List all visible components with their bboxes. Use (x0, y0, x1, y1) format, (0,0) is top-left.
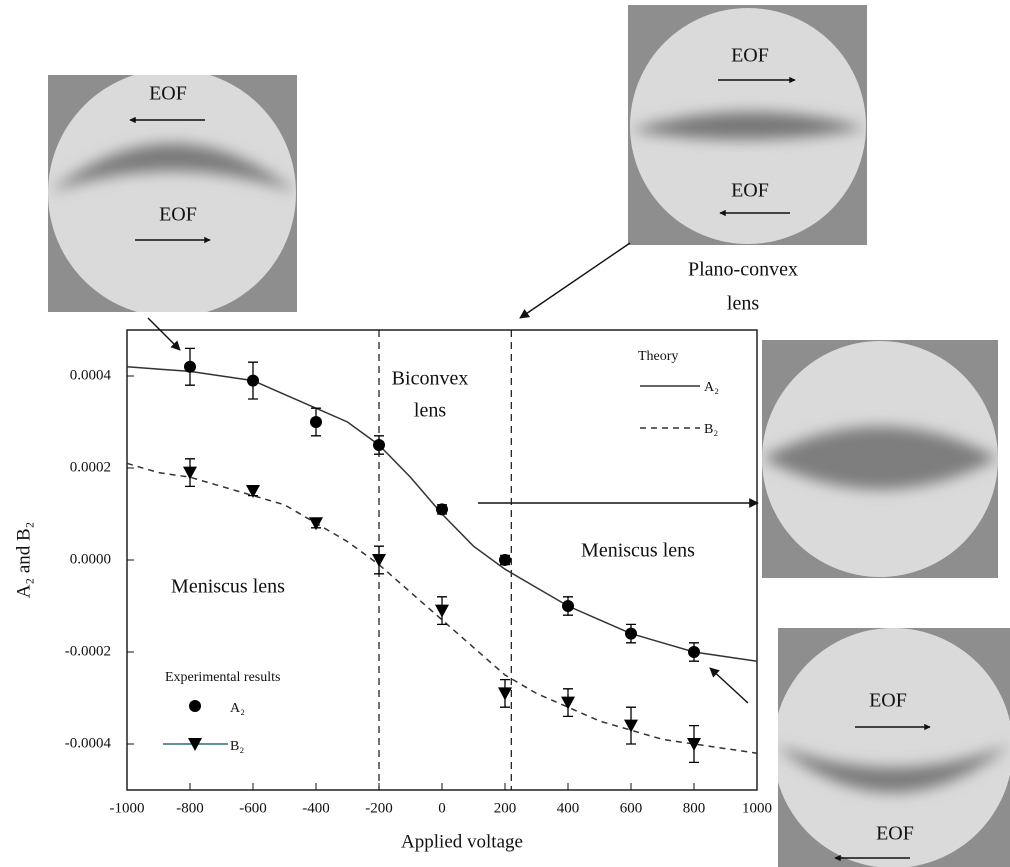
x-tick-label: 800 (683, 800, 706, 816)
eof-label: EOF (731, 180, 769, 202)
legend-label: B₂ (230, 739, 244, 754)
data-point (310, 416, 322, 428)
data-point (247, 375, 259, 387)
data-point (183, 467, 197, 480)
data-point (373, 439, 385, 451)
inset-plano-convex (628, 5, 867, 245)
figure: -1000 -800 -600 -400 -200 0 200 400 600 800 1000 -0… (0, 0, 1010, 867)
data-point (184, 361, 196, 373)
data-point (436, 503, 448, 515)
eof-label: EOF (731, 45, 769, 67)
data-point (562, 600, 574, 612)
x-tick-label: -400 (302, 800, 330, 816)
x-tick-label: 200 (494, 800, 517, 816)
y-axis-label: A₂ and B₂ (13, 522, 34, 599)
data-point (625, 628, 637, 640)
data-point (688, 646, 700, 658)
eof-label: EOF (159, 204, 197, 226)
data-point (498, 687, 512, 700)
region-label: lens (414, 400, 446, 422)
eof-label: EOF (869, 690, 907, 712)
data-point (499, 554, 511, 566)
legend-title: Theory (638, 349, 678, 364)
y-tick-label: 0.0000 (70, 551, 111, 567)
x-tick-label: -1000 (110, 800, 145, 816)
y-tick-label: -0.0002 (65, 643, 111, 659)
legend-label: A₂ (230, 701, 245, 716)
eof-label: EOF (149, 83, 187, 105)
region-label: Meniscus lens (581, 540, 695, 562)
x-tick-label: 600 (620, 800, 643, 816)
x-tick-label: 1000 (742, 800, 772, 816)
x-tick-label: -600 (239, 800, 267, 816)
y-tick-label: 0.0002 (70, 459, 111, 475)
data-point (624, 720, 638, 733)
legend-marker (189, 700, 201, 712)
y-tick-label: -0.0004 (65, 735, 112, 751)
inset-meniscus-1 (48, 69, 297, 317)
y-tick-label: 0.0004 (70, 367, 112, 383)
inset-caption: lens (727, 293, 759, 315)
data-point (561, 697, 575, 710)
eof-label: EOF (876, 823, 914, 845)
x-axis-label: Applied voltage (401, 831, 523, 852)
inset-caption: Plano-convex (688, 259, 798, 281)
x-tick-label: 0 (438, 800, 446, 816)
legend-label: A₂ (704, 380, 719, 395)
x-tick-label: -200 (365, 800, 393, 816)
legend-label: B₂ (704, 422, 718, 437)
x-tick-label: -800 (176, 800, 204, 816)
region-label: Biconvex (392, 368, 469, 390)
legend-title: Experimental results (165, 670, 280, 685)
x-tick-label: 400 (557, 800, 580, 816)
region-label: Meniscus lens (171, 576, 285, 598)
inset-biconvex (762, 340, 998, 578)
